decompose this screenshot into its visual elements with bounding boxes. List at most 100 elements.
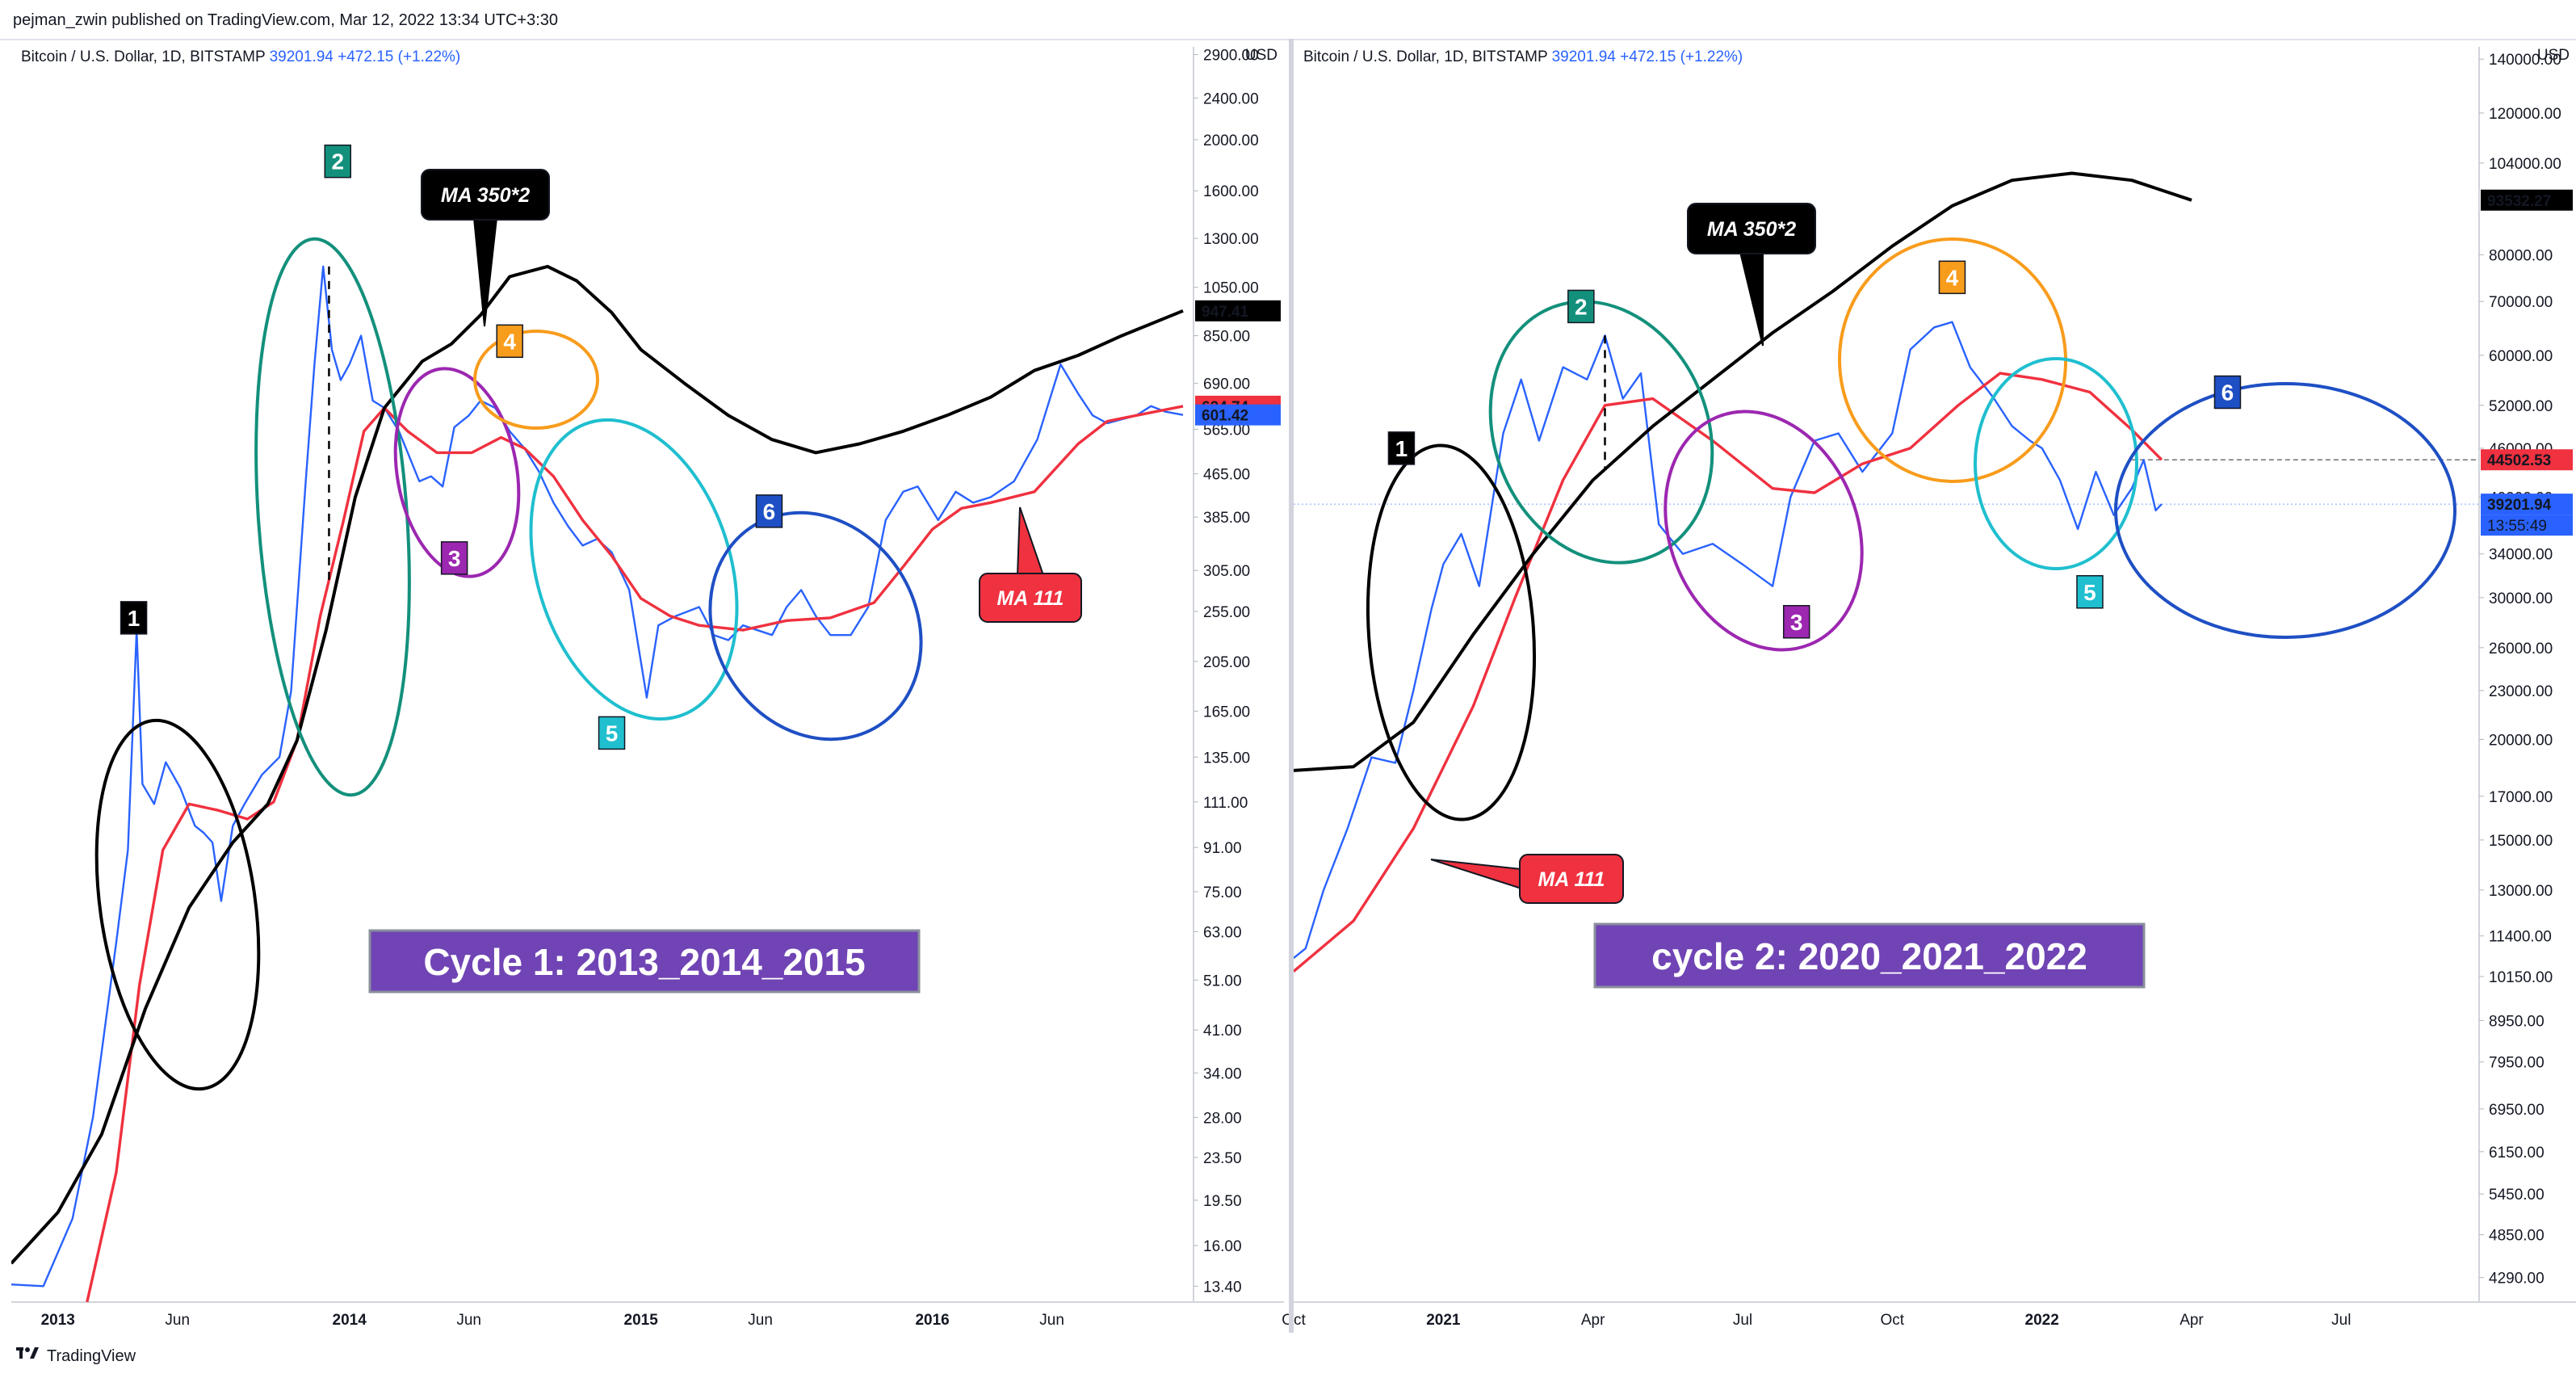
price-axis-currency: USD <box>1245 47 1278 64</box>
footer-brand[interactable]: TradingView <box>47 1347 136 1365</box>
phase-badge-1: 1 <box>1387 431 1416 465</box>
phase-badge-label: 5 <box>2083 580 2096 605</box>
series-ma-350-2 <box>11 264 1184 1265</box>
callout-box <box>979 573 1082 623</box>
y-tick-label: 51.00 <box>1203 973 1242 989</box>
symbol-legend: Bitcoin / U.S. Dollar, 1D, BITSTAMP 3920… <box>21 48 460 65</box>
phase-ellipse-4 <box>473 330 599 430</box>
price-label: 93532.27 <box>2487 193 2551 210</box>
callout-ma-111: MA 111 <box>1430 854 1624 904</box>
phase-badge-3: 3 <box>440 541 468 575</box>
x-tick-label: Jul <box>1733 1312 1752 1329</box>
phase-badge-6: 6 <box>755 494 783 528</box>
y-tick-label: 15000.00 <box>2489 833 2553 850</box>
phase-badge-box <box>120 601 148 635</box>
y-tick-label: 205.00 <box>1203 654 1250 671</box>
y-tick-label: 7950.00 <box>2489 1055 2545 1072</box>
phase-badge-box <box>1938 260 1966 295</box>
phase-ellipse-3 <box>1663 410 1864 652</box>
countdown-box <box>2481 515 2573 536</box>
callout-box <box>1687 203 1816 254</box>
publish-info: pejman_zwin published on TradingView.com… <box>13 11 559 29</box>
y-tick-label: 13.40 <box>1203 1279 1242 1296</box>
phase-ellipse-6 <box>2114 382 2456 639</box>
phase-badge-label: 2 <box>331 149 344 174</box>
x-tick-label: 2021 <box>1426 1312 1461 1329</box>
y-tick-label: 140000.00 <box>2489 52 2561 69</box>
phase-badge-label: 3 <box>1790 610 1803 635</box>
y-tick-label: 91.00 <box>1203 840 1242 857</box>
y-tick-label: 80000.00 <box>2489 247 2553 264</box>
cycle-label-box <box>368 929 921 994</box>
panel-divider[interactable] <box>1289 39 1294 1333</box>
series-ma-111 <box>1294 372 2163 973</box>
phase-ellipse-5 <box>529 418 739 721</box>
price-label-box <box>2481 189 2573 211</box>
publish-header: pejman_zwin published on TradingView.com… <box>0 0 2576 40</box>
y-tick-label: 34.00 <box>1203 1065 1242 1082</box>
callout-ma-350-2: MA 350*2 <box>421 169 550 327</box>
y-tick-label: 111.00 <box>1203 795 1248 812</box>
phase-badge-5: 5 <box>2076 575 2104 609</box>
y-tick-label: 13000.00 <box>2489 883 2553 900</box>
phase-ellipse-1 <box>94 718 261 1091</box>
y-tick-label: 165.00 <box>1203 704 1250 721</box>
y-tick-label: 75.00 <box>1203 884 1242 901</box>
y-tick-label: 60000.00 <box>2489 348 2553 365</box>
phase-ellipse-2 <box>1488 300 1714 565</box>
y-tick-label: 23000.00 <box>2489 683 2553 700</box>
phase-badge-box <box>1782 605 1810 639</box>
price-label-box <box>2481 494 2573 515</box>
x-tick-label: Jun <box>1039 1312 1064 1329</box>
y-tick-label: 16.00 <box>1203 1238 1242 1255</box>
y-tick-label: 63.00 <box>1203 924 1242 941</box>
y-tick-label: 28.00 <box>1203 1110 1242 1127</box>
x-tick-label: 2015 <box>624 1312 659 1329</box>
plot-area <box>1294 47 2467 1302</box>
plot-area <box>11 47 1183 1302</box>
y-tick-label: 8950.00 <box>2489 1013 2545 1030</box>
phase-badge-box <box>598 716 626 750</box>
legend-last-price: 39201.94 +472.15 (+1.22%) <box>1552 48 1743 65</box>
phase-ellipse-5 <box>1974 357 2138 570</box>
y-tick-label: 41.00 <box>1203 1023 1242 1040</box>
x-tick-label: 2013 <box>41 1312 75 1329</box>
phase-badge-6: 6 <box>2213 375 2242 410</box>
phase-ellipse-4 <box>1837 237 2068 483</box>
y-tick-label: 465.00 <box>1203 467 1250 484</box>
chart-panel-1[interactable]: Bitcoin / U.S. Dollar, 1D, BITSTAMP 3920… <box>11 47 1284 1329</box>
countdown-label: 13:55:49 <box>2487 518 2547 535</box>
phase-badge-1: 1 <box>120 601 148 635</box>
y-tick-label: 6950.00 <box>2489 1102 2545 1119</box>
phase-badge-label: 1 <box>1395 436 1408 461</box>
phase-badge-label: 4 <box>1946 265 1959 290</box>
x-tick-label: 2022 <box>2025 1312 2059 1329</box>
y-tick-label: 52000.00 <box>2489 398 2553 415</box>
y-tick-label: 2400.00 <box>1203 90 1259 107</box>
phase-ellipse-1 <box>1366 443 1537 821</box>
phase-badge-box <box>2213 375 2242 410</box>
footer: TradingView <box>0 1333 2576 1378</box>
y-tick-label: 4850.00 <box>2489 1228 2545 1245</box>
chart-panel-2[interactable]: Bitcoin / U.S. Dollar, 1D, BITSTAMP 3920… <box>1282 47 2576 1329</box>
phase-badge-box <box>2076 575 2104 609</box>
phase-badge-box <box>755 494 783 528</box>
phase-badge-box <box>440 541 468 575</box>
phase-badge-2: 2 <box>1567 289 1595 324</box>
y-tick-label: 6150.00 <box>2489 1145 2545 1162</box>
y-tick-label: 690.00 <box>1203 376 1250 393</box>
y-tick-label: 11400.00 <box>2489 929 2552 946</box>
price-label: 39201.94 <box>2487 497 2552 514</box>
series-group <box>1294 171 2192 973</box>
series-ma-111 <box>86 405 1184 1302</box>
tradingview-logo-icon[interactable] <box>16 1346 40 1362</box>
series-btc-price <box>11 265 1184 1288</box>
x-tick-label: Oct <box>1881 1312 1905 1329</box>
y-tick-label: 305.00 <box>1203 563 1250 580</box>
callout-box <box>1519 854 1624 904</box>
callout-label: MA 111 <box>997 587 1064 610</box>
phase-badge-4: 4 <box>1938 260 1966 295</box>
phase-badge-label: 3 <box>448 546 461 571</box>
y-tick-label: 19.50 <box>1203 1193 1242 1210</box>
